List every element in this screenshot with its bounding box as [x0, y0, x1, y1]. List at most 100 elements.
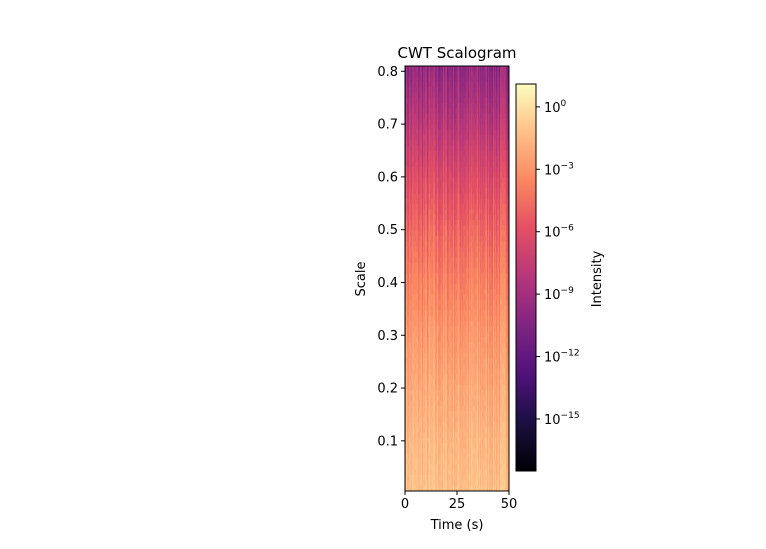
heatmap-cell: [488, 241, 490, 248]
heatmap-cell: [415, 230, 417, 237]
heatmap-cell: [454, 140, 456, 147]
heatmap-cell: [479, 310, 481, 317]
heatmap-cell: [463, 129, 465, 136]
heatmap-cell: [503, 71, 505, 78]
heatmap-cell: [478, 87, 480, 93]
heatmap-cell: [409, 283, 411, 290]
heatmap-cell: [454, 97, 456, 104]
heatmap-cell: [447, 283, 449, 290]
heatmap-cell: [431, 273, 433, 279]
heatmap-cell: [411, 87, 413, 93]
heatmap-cell: [408, 151, 410, 157]
heatmap-cell: [405, 236, 407, 242]
heatmap-cell: [480, 198, 482, 205]
heatmap-cell: [488, 81, 490, 88]
heatmap-cell: [413, 214, 415, 221]
heatmap-cell: [405, 209, 407, 216]
heatmap-cell: [501, 225, 503, 232]
heatmap-cell: [440, 299, 442, 306]
heatmap-cell: [446, 66, 448, 72]
heatmap-cell: [479, 283, 481, 290]
heatmap-cell: [437, 113, 439, 120]
heatmap-cell: [493, 66, 495, 72]
heatmap-cell: [480, 230, 482, 237]
heatmap-cell: [492, 66, 494, 72]
heatmap-cell: [503, 225, 505, 232]
heatmap-cell: [483, 177, 485, 184]
heatmap-cell: [436, 267, 438, 274]
heatmap-cell: [479, 305, 481, 311]
heatmap-cell: [491, 166, 493, 173]
heatmap-cell: [452, 81, 454, 88]
heatmap-cell: [452, 251, 454, 258]
heatmap-cell: [442, 97, 444, 104]
heatmap-cell: [410, 103, 412, 109]
heatmap-cell: [454, 204, 456, 210]
heatmap-cell: [443, 294, 445, 301]
heatmap-cell: [413, 66, 415, 72]
heatmap-cell: [461, 66, 463, 72]
heatmap-cell: [474, 299, 476, 306]
heatmap-cell: [422, 204, 424, 210]
heatmap-cell: [416, 76, 418, 83]
heatmap-cell: [420, 156, 422, 163]
heatmap-cell: [492, 241, 494, 248]
heatmap-cell: [451, 294, 453, 301]
heatmap-cell: [455, 198, 457, 205]
heatmap-cell: [451, 177, 453, 184]
heatmap-cell: [495, 198, 497, 205]
heatmap-cell: [468, 230, 470, 237]
heatmap-cell: [464, 76, 466, 83]
heatmap-cell: [420, 103, 422, 109]
heatmap-cell: [406, 299, 408, 306]
heatmap-cell: [487, 267, 489, 274]
heatmap-cell: [492, 140, 494, 147]
heatmap-cell: [466, 145, 468, 152]
heatmap-cell: [461, 113, 463, 120]
heatmap-cell: [434, 129, 436, 136]
heatmap-cell: [485, 129, 487, 136]
heatmap-cell: [407, 204, 409, 210]
heatmap-cell: [497, 204, 499, 210]
heatmap-cell: [408, 92, 410, 99]
heatmap-cell: [507, 119, 509, 125]
heatmap-cell: [410, 71, 412, 78]
heatmap-cell: [410, 299, 412, 306]
heatmap-cell: [450, 289, 452, 295]
heatmap-cell: [440, 305, 442, 311]
heatmap-cell: [468, 108, 470, 115]
heatmap-cell: [497, 113, 499, 120]
heatmap-cell: [440, 198, 442, 205]
heatmap-cell: [471, 289, 473, 295]
heatmap-cell: [440, 135, 442, 141]
heatmap-cell: [501, 166, 503, 173]
heatmap-cell: [447, 140, 449, 147]
heatmap-cell: [407, 103, 409, 109]
heatmap-cell: [499, 204, 501, 210]
heatmap-cell: [490, 97, 492, 104]
heatmap-cell: [484, 209, 486, 216]
heatmap-cell: [435, 310, 437, 317]
heatmap-cell: [496, 289, 498, 295]
heatmap-cell: [501, 66, 503, 72]
heatmap-cell: [473, 305, 475, 311]
heatmap-cell: [437, 230, 439, 237]
heatmap-cell: [497, 135, 499, 141]
heatmap-cell: [421, 299, 423, 306]
heatmap-cell: [485, 97, 487, 104]
heatmap-cell: [453, 129, 455, 136]
heatmap-cell: [425, 262, 427, 269]
heatmap-cell: [477, 129, 479, 136]
heatmap-cell: [496, 92, 498, 99]
heatmap-cell: [454, 283, 456, 290]
heatmap-cell: [441, 315, 443, 322]
heatmap-cell: [502, 198, 504, 205]
heatmap-cell: [448, 97, 450, 104]
heatmap-cell: [499, 209, 501, 216]
heatmap-cell: [485, 267, 487, 274]
heatmap-cell: [441, 299, 443, 306]
heatmap-cell: [452, 97, 454, 104]
heatmap-cell: [504, 294, 506, 301]
heatmap-cell: [416, 198, 418, 205]
heatmap-cell: [501, 273, 503, 279]
